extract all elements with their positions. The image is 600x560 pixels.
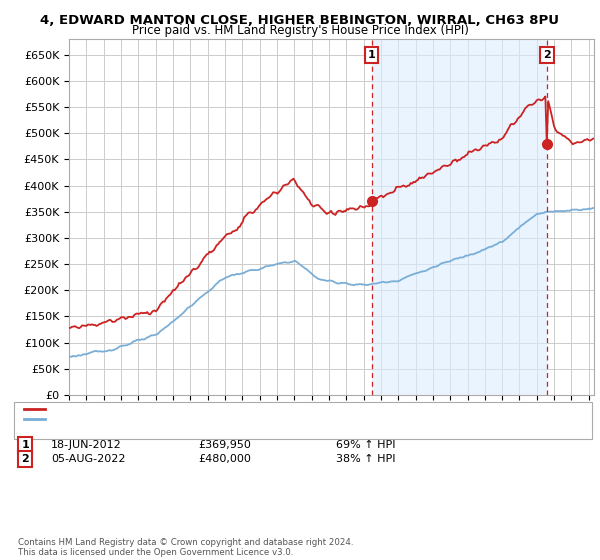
Text: 1: 1 <box>22 440 29 450</box>
Text: 1: 1 <box>368 50 376 60</box>
Text: 2: 2 <box>543 50 551 60</box>
Text: Price paid vs. HM Land Registry's House Price Index (HPI): Price paid vs. HM Land Registry's House … <box>131 24 469 37</box>
Text: £480,000: £480,000 <box>198 454 251 464</box>
Text: 4, EDWARD MANTON CLOSE, HIGHER BEBINGTON, WIRRAL, CH63 8PU (detached house): 4, EDWARD MANTON CLOSE, HIGHER BEBINGTON… <box>49 404 496 414</box>
Text: 05-AUG-2022: 05-AUG-2022 <box>51 454 125 464</box>
Text: £369,950: £369,950 <box>198 440 251 450</box>
Text: HPI: Average price, detached house, Wirral: HPI: Average price, detached house, Wirr… <box>49 414 265 424</box>
Text: 2: 2 <box>22 454 29 464</box>
Text: Contains HM Land Registry data © Crown copyright and database right 2024.
This d: Contains HM Land Registry data © Crown c… <box>18 538 353 557</box>
Text: 4, EDWARD MANTON CLOSE, HIGHER BEBINGTON, WIRRAL, CH63 8PU: 4, EDWARD MANTON CLOSE, HIGHER BEBINGTON… <box>41 14 560 27</box>
Text: 38% ↑ HPI: 38% ↑ HPI <box>336 454 395 464</box>
Bar <box>371 39 547 395</box>
Text: 69% ↑ HPI: 69% ↑ HPI <box>336 440 395 450</box>
Text: 18-JUN-2012: 18-JUN-2012 <box>51 440 122 450</box>
